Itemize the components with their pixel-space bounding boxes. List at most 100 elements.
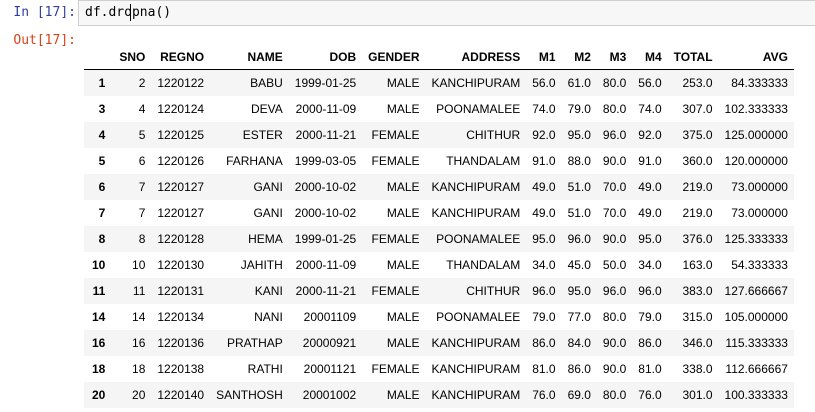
table-cell: 383.0 <box>682 284 713 298</box>
table-cell: 90.0 <box>602 154 627 168</box>
table-cell: 70.0 <box>602 206 627 220</box>
code-input-area[interactable]: df.dropna() <box>78 0 815 26</box>
table-cell: 56.0 <box>532 76 556 90</box>
dataframe-table: SNO REGNO NAME DOB GENDER ADDRESS M1 M2 M3 M4 TOTA… <box>84 45 794 408</box>
table-cell: 45.0 <box>567 258 591 272</box>
table-cell: 7 <box>138 180 146 194</box>
table-cell: 70.0 <box>602 180 627 194</box>
column-header: ADDRESS <box>425 45 527 70</box>
table-cell: 73.000000 <box>731 180 788 194</box>
table-cell: KANCHIPURAM <box>431 362 521 376</box>
table-cell: MALE <box>386 180 420 194</box>
table-cell: 84.0 <box>567 336 591 350</box>
table-cell: 49.0 <box>532 206 556 220</box>
table-cell: 50.0 <box>602 258 627 272</box>
table-cell: 90.0 <box>602 232 627 246</box>
table-cell: 80.0 <box>602 388 627 402</box>
row-index: 14 <box>92 310 106 324</box>
table-cell: 315.0 <box>682 310 713 324</box>
row-index: 18 <box>92 362 106 376</box>
row-index: 16 <box>92 336 106 350</box>
table-cell: MALE <box>386 76 420 90</box>
table-cell: POONAMALEE <box>436 232 521 246</box>
table-cell: 1220128 <box>157 232 205 246</box>
table-row: 7 7 1220127 GANI 2000-10-02 MALE KANCHIPURAM 49… <box>84 200 794 226</box>
table-cell: 79.0 <box>532 310 556 324</box>
table-cell: 51.0 <box>567 180 591 194</box>
table-cell: FEMALE <box>371 284 420 298</box>
table-cell: 90.0 <box>602 336 627 350</box>
table-cell: MALE <box>386 206 420 220</box>
table-cell: 2000-11-09 <box>295 258 357 272</box>
table-cell: 91.0 <box>532 154 556 168</box>
table-cell: SANTHOSH <box>216 388 283 402</box>
row-index: 1 <box>98 76 106 90</box>
table-cell: 80.0 <box>602 76 627 90</box>
row-index: 4 <box>98 128 106 142</box>
table-cell: GANI <box>253 206 283 220</box>
table-row: 6 7 1220127 GANI 2000-10-02 MALE KANCHIPURAM 49… <box>84 174 794 200</box>
table-cell: 2000-11-21 <box>295 284 357 298</box>
table-cell: 95.0 <box>567 128 591 142</box>
table-row: 16 16 1220136 PRATHAP 20000921 MALE KANCHIPURA… <box>84 330 794 356</box>
table-cell: 74.0 <box>532 102 556 116</box>
table-cell: 80.0 <box>602 310 627 324</box>
table-cell: BABU <box>250 76 283 90</box>
table-cell: 86.0 <box>638 336 662 350</box>
table-cell: 375.0 <box>682 128 713 142</box>
table-cell: 2000-11-09 <box>295 102 357 116</box>
table-cell: 2 <box>138 76 146 90</box>
column-header: M3 <box>596 45 633 70</box>
table-cell: 112.666667 <box>725 362 788 376</box>
table-cell: 20001121 <box>303 362 357 376</box>
table-cell: 56.0 <box>638 76 662 90</box>
table-cell: 301.0 <box>682 388 713 402</box>
table-cell: 10 <box>132 258 146 272</box>
table-cell: HEMA <box>248 232 283 246</box>
table-cell: 7 <box>138 206 146 220</box>
table-cell: 92.0 <box>532 128 556 142</box>
table-cell: KANCHIPURAM <box>431 388 521 402</box>
table-cell: 2000-11-21 <box>295 128 357 142</box>
table-cell: 1999-01-25 <box>294 76 357 90</box>
table-cell: 34.0 <box>638 258 662 272</box>
column-header: TOTAL <box>667 45 719 70</box>
table-cell: 76.0 <box>532 388 556 402</box>
row-index: 6 <box>98 180 106 194</box>
table-cell: 307.0 <box>682 102 713 116</box>
table-cell: 1220138 <box>157 362 205 376</box>
table-cell: 61.0 <box>567 76 591 90</box>
table-cell: FEMALE <box>371 128 420 142</box>
table-cell: 79.0 <box>638 310 662 324</box>
table-cell: 1220130 <box>157 258 205 272</box>
table-header-row: SNO REGNO NAME DOB GENDER ADDRESS M1 M2 M3 M4 TOTA… <box>84 45 794 70</box>
table-cell: 79.0 <box>567 102 591 116</box>
table-cell: 1999-01-25 <box>294 232 357 246</box>
table-cell: 73.000000 <box>731 206 788 220</box>
table-row: 1 2 1220122 BABU 1999-01-25 MALE KANCHIPURAM 56… <box>84 69 794 96</box>
table-row: 8 8 1220128 HEMA 1999-01-25 FEMALE POONAMALEE 9… <box>84 226 794 252</box>
table-body: 1 2 1220122 BABU 1999-01-25 MALE KANCHIPURAM 56… <box>84 69 794 408</box>
table-cell: 376.0 <box>682 232 713 246</box>
table-cell: 51.0 <box>567 206 591 220</box>
column-header: SNO <box>113 45 152 70</box>
row-index: 3 <box>98 102 106 116</box>
table-cell: THANDALAM <box>446 154 521 168</box>
table-cell: 81.0 <box>532 362 556 376</box>
table-cell: 1220140 <box>157 388 205 402</box>
table-cell: 96.0 <box>638 284 662 298</box>
table-row: 11 11 1220131 KANI 2000-11-21 FEMALE CHITHUR 96… <box>84 278 794 304</box>
table-cell: MALE <box>386 388 420 402</box>
table-cell: CHITHUR <box>466 128 521 142</box>
row-index: 8 <box>98 232 106 246</box>
table-cell: 77.0 <box>567 310 591 324</box>
table-cell: 86.0 <box>532 336 556 350</box>
table-cell: 49.0 <box>532 180 556 194</box>
table-cell: 20001109 <box>303 310 357 324</box>
table-cell: DEVA <box>250 102 283 116</box>
column-header: NAME <box>210 45 289 70</box>
table-cell: 1220136 <box>157 336 205 350</box>
table-cell: 11 <box>132 284 146 298</box>
table-cell: KANCHIPURAM <box>431 180 521 194</box>
table-cell: MALE <box>386 258 420 272</box>
